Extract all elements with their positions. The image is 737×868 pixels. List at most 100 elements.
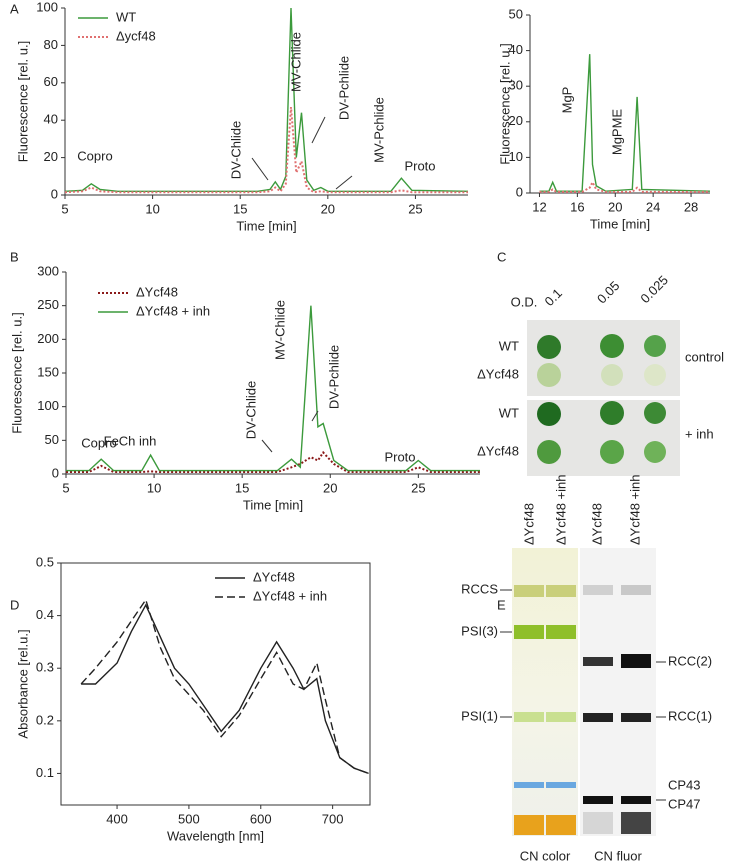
band-label: CP43 [668,777,701,792]
legend-label: Δycf48 [116,28,156,43]
series-line [64,107,468,194]
dilution-label: 0.025 [637,272,671,306]
band [583,812,613,834]
colony [537,363,561,387]
x-tick-label: 10 [147,480,161,495]
pointer [311,116,326,144]
band [514,712,544,722]
peak-annotation: Copro [77,148,112,163]
series-line [66,305,480,472]
lane-label: ΔYcf48 +inh [627,475,642,545]
y-tick-label: 0.3 [36,660,54,675]
x-tick-label: 500 [178,811,200,826]
gel-fluor [580,548,656,836]
y-tick-label: 0.5 [36,554,54,569]
panel-label: D [10,597,19,612]
colony [600,440,624,464]
y-tick-label: 0.1 [36,765,54,780]
x-tick-label: 400 [106,811,128,826]
pointer [251,157,269,181]
x-tick-label: 20 [321,201,335,216]
gel-image [500,548,666,836]
y-tick-label: 200 [37,331,59,346]
y-tick-label: 20 [509,113,523,128]
strain-label: WT [499,405,519,420]
x-tick-label: 28 [684,199,698,214]
band [546,815,576,835]
strain-label: ΔYcf48 [477,443,519,458]
band [621,654,651,668]
pointer [335,175,353,190]
band [583,657,613,666]
x-axis-label: Time [min] [243,497,303,512]
band-label: RCCS [461,581,498,596]
y-tick-label: 80 [44,37,58,52]
strain-label: WT [499,338,519,353]
panel-label: B [10,249,19,264]
x-tick-label: 600 [250,811,272,826]
band [621,796,651,804]
band [546,782,576,788]
y-tick-label: 40 [44,112,58,127]
y-tick-label: 0 [52,465,59,480]
y-axis-label: Fluorescence [rel. u.] [9,312,24,433]
legend-label: ΔYcf48 + inh [136,303,210,318]
dilution-label: 0.1 [542,286,565,309]
lane-label: ΔYcf48 +inh [553,475,568,545]
peak-annotation: FeCh inh [104,433,157,448]
peak-annotation: MV-Chlide [288,32,303,92]
legend-label: WT [116,9,136,24]
peak-annotation: DV-Pchlide [326,345,341,409]
band-label: RCC(2) [668,653,712,668]
y-tick-label: 0.4 [36,607,54,622]
colony [644,364,666,386]
series-line [80,598,369,775]
band [546,625,576,639]
x-axis-label: Wavelength [nm] [167,828,264,843]
peak-annotation: DV-Chlide [228,121,243,180]
y-tick-label: 300 [37,263,59,278]
gel-caption: CN color [520,848,571,863]
x-tick-label: 20 [608,199,622,214]
lane-label: ΔYcf48 [589,503,604,545]
band-label: RCC(1) [668,708,712,723]
lane-label: ΔYcf48 [521,503,536,545]
y-tick-label: 100 [36,0,58,14]
panel-label: C [497,249,506,264]
x-tick-label: 24 [646,199,660,214]
y-tick-label: 30 [509,78,523,93]
legend-label: ΔYcf48 [136,284,178,299]
y-tick-label: 40 [509,42,523,57]
band-label: PSI(1) [461,708,498,723]
condition-label: control [685,349,724,364]
panel-label: E [497,597,506,612]
pointer [311,410,319,422]
x-tick-label: 700 [322,811,344,826]
y-axis-label: Absorbance [rel.u.] [15,629,30,738]
peak-annotation: Copro [81,435,116,450]
legend-label: ΔYcf48 [253,569,295,584]
band [583,585,613,595]
band [514,782,544,788]
band [621,585,651,595]
band-label: CP47 [668,796,701,811]
x-tick-label: 16 [570,199,584,214]
series-line [539,180,710,193]
y-tick-label: 20 [44,149,58,164]
panel-label: A [10,1,19,16]
x-axis-label: Time [min] [590,216,650,231]
x-tick-label: 15 [235,480,249,495]
od-label: O.D. [511,294,538,309]
band [546,585,576,597]
y-tick-label: 0 [516,184,523,199]
band [514,625,544,639]
x-tick-label: 5 [62,480,69,495]
x-tick-label: 5 [61,201,68,216]
x-tick-label: 25 [408,201,422,216]
band [546,712,576,722]
y-tick-label: 10 [509,149,523,164]
colony [537,402,561,426]
band [583,796,613,804]
strain-label: ΔYcf48 [477,366,519,381]
peak-annotation: MV-Chlide [272,300,287,360]
